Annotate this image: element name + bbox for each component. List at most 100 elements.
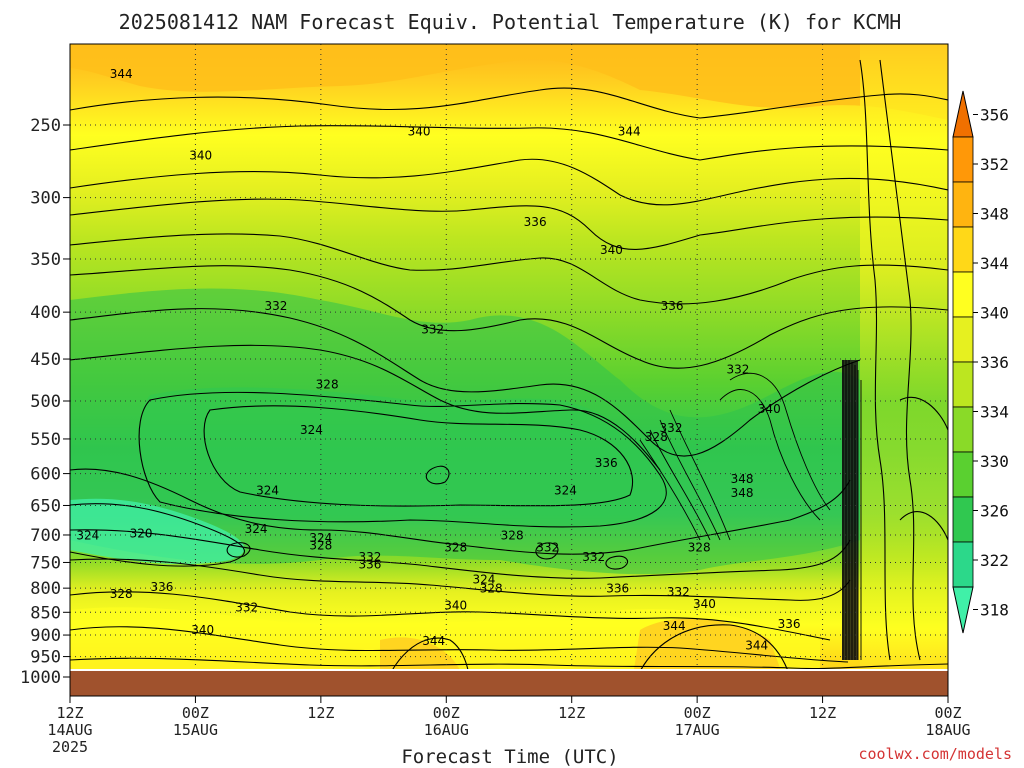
colorbar: 356 352 348 344 340 336 334 330 326 322 318 (952, 90, 1009, 634)
x-tick-label: 00Z (934, 704, 961, 722)
colorbar-label: 356 (980, 106, 1009, 125)
y-tick-label: 400 (30, 303, 61, 323)
contour-label: 336 (606, 582, 629, 596)
contour-label: 340 (758, 402, 781, 416)
colorbar-label: 334 (980, 403, 1009, 422)
contour-line (70, 125, 948, 161)
colorbar-segment (952, 316, 974, 363)
contour-line (138, 391, 667, 528)
x-tick-label: 2025 (52, 738, 88, 756)
colorbar-segment (952, 136, 974, 183)
field-front-dark (842, 360, 858, 660)
contour-label: 344 (663, 619, 686, 633)
colorbar-segment (952, 181, 974, 228)
colorbar-segment (952, 271, 974, 318)
contour-line (70, 265, 948, 369)
contour-label: 328 (309, 539, 332, 553)
x-tick-label: 12Z (809, 704, 836, 722)
contour-label: 324 (76, 529, 99, 543)
chart-title: 2025081412 NAM Forecast Equiv. Potential… (119, 10, 902, 34)
contour-label: 324 (309, 531, 332, 545)
y-tick-label: 500 (30, 392, 61, 412)
contour-label: 336 (524, 215, 547, 229)
contour-label: 328 (645, 430, 668, 444)
contour-label: 324 (245, 522, 268, 536)
contour-label: 340 (600, 243, 623, 257)
x-axis-title: Forecast Time (UTC) (401, 746, 618, 768)
x-tick-label: 14AUG (47, 721, 92, 739)
y-tick-label: 350 (30, 250, 61, 270)
contour-line (639, 409, 731, 541)
x-tick-label: 16AUG (424, 721, 469, 739)
colorbar-label: 340 (980, 304, 1009, 323)
contour-line (70, 308, 861, 457)
colorbar-label: 352 (980, 155, 1009, 174)
field-low-teal (70, 498, 245, 565)
contour-label: 344 (618, 124, 641, 138)
colorbar-label: 330 (980, 452, 1009, 471)
contour-label: 328 (501, 529, 524, 543)
contour-label: 328 (110, 587, 133, 601)
gridlines (70, 44, 948, 696)
contour-label: 320 (130, 526, 153, 540)
colorbar-segment (952, 361, 974, 408)
contour-label: 332 (359, 550, 382, 564)
colorbar-segment (952, 451, 974, 498)
contour-line (70, 529, 851, 579)
colorbar-segment (952, 226, 974, 273)
contour-lines-steep (639, 360, 862, 660)
y-tick-label: 450 (30, 350, 61, 370)
contour-label: 332 (660, 421, 683, 435)
colorbar-label: 326 (980, 502, 1009, 521)
contour-line (70, 158, 948, 206)
y-tick-label: 650 (30, 496, 61, 516)
colorbar-bottom-arrow (952, 586, 974, 634)
contour-label: 336 (661, 299, 684, 313)
y-tick-label: 800 (30, 579, 61, 599)
contour-label: 332 (421, 323, 444, 337)
contour-label: 340 (189, 149, 212, 163)
y-tick-label: 1000 (20, 668, 61, 688)
credit-link[interactable]: coolwx.com/models (858, 745, 1012, 763)
colorbar-label: 336 (980, 353, 1009, 372)
x-tick-label: 18AUG (925, 721, 970, 739)
contour-line (70, 233, 948, 305)
y-tick-label: 850 (30, 603, 61, 623)
contour-label: 340 (444, 599, 467, 613)
contour-label: 344 (110, 67, 133, 81)
colorbar-label: 344 (980, 254, 1009, 273)
colorbar-label: 318 (980, 601, 1009, 620)
contour-label: 336 (359, 558, 382, 572)
x-tick-label: 12Z (307, 704, 334, 722)
contour-label: 324 (300, 423, 323, 437)
contour-label: 332 (264, 299, 287, 313)
y-tick-label: 250 (30, 116, 61, 136)
y-tick-label: 550 (30, 430, 61, 450)
contour-line (879, 59, 921, 661)
y-axis: 250 300 350 400 450 500 550 600 650 700 750 800 850 9… (20, 116, 70, 688)
contour-label: 328 (688, 540, 711, 554)
contour-line (226, 465, 628, 570)
contour-label: 332 (667, 585, 690, 599)
colorbar-segment (952, 496, 974, 543)
y-tick-label: 700 (30, 526, 61, 546)
x-tick-label: 00Z (684, 704, 711, 722)
field-upper-orange (70, 44, 948, 120)
contour-line (630, 624, 795, 696)
x-tick-label: 12Z (558, 704, 585, 722)
x-tick-label: 12Z (56, 704, 83, 722)
colorbar-segment (952, 541, 974, 588)
contour-label: 332 (235, 601, 258, 615)
x-tick-label: 15AUG (173, 721, 218, 739)
x-tick-label: 00Z (433, 704, 460, 722)
contour-label: 332 (536, 540, 559, 554)
contour-line (70, 87, 948, 119)
terrain-ground (70, 670, 948, 696)
contour-label: 340 (191, 623, 214, 637)
x-tick-label: 17AUG (675, 721, 720, 739)
contour-label: 336 (151, 580, 174, 594)
x-tick-label: 00Z (182, 704, 209, 722)
y-tick-label: 300 (30, 189, 61, 209)
